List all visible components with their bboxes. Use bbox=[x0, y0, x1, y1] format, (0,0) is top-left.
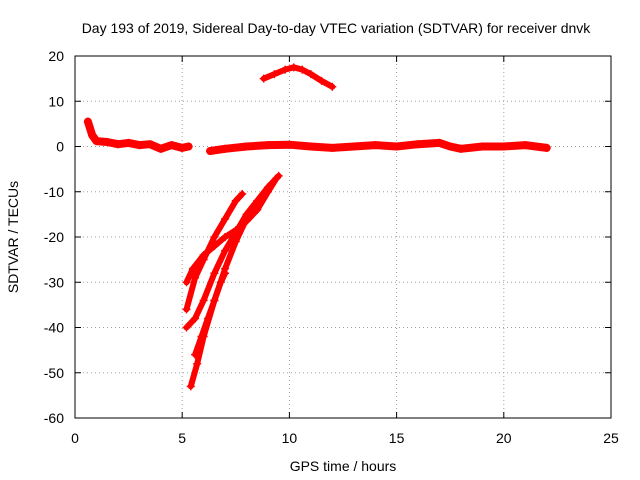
data-point bbox=[289, 63, 298, 72]
x-tick-labels: 0 5 10 15 20 25 bbox=[71, 430, 619, 446]
data-point bbox=[210, 296, 219, 305]
data-point bbox=[191, 273, 200, 282]
chart-title: Day 193 of 2019, Sidereal Day-to-day VTE… bbox=[82, 20, 592, 36]
data-point bbox=[270, 70, 279, 79]
data-point bbox=[499, 142, 508, 151]
data-point bbox=[182, 323, 191, 332]
data-point bbox=[317, 76, 326, 85]
data-point bbox=[199, 251, 208, 260]
data-point bbox=[371, 141, 380, 150]
data-point bbox=[231, 196, 240, 205]
data-point bbox=[542, 143, 551, 152]
data-point bbox=[167, 141, 176, 150]
data-point bbox=[124, 138, 133, 147]
y-tick-label: 20 bbox=[48, 48, 64, 64]
data-point bbox=[191, 350, 200, 359]
data-point bbox=[285, 140, 294, 149]
y-tick-label: -30 bbox=[44, 274, 64, 290]
data-point bbox=[263, 141, 272, 150]
x-tick-label: 10 bbox=[282, 430, 298, 446]
data-point bbox=[210, 242, 219, 251]
data-point bbox=[197, 332, 206, 341]
data-point bbox=[349, 142, 358, 151]
data-point bbox=[221, 246, 230, 255]
data-point bbox=[182, 305, 191, 314]
series-descending-track-1 bbox=[182, 190, 247, 314]
data-point bbox=[414, 140, 423, 149]
data-point bbox=[188, 264, 197, 273]
data-point bbox=[92, 137, 101, 146]
series-trace bbox=[206, 138, 551, 155]
series-trace bbox=[183, 175, 280, 286]
data-point bbox=[88, 131, 97, 140]
data-point bbox=[272, 174, 281, 183]
data-series-group bbox=[83, 63, 551, 391]
data-point bbox=[435, 138, 444, 147]
data-point bbox=[231, 237, 240, 246]
y-tick-labels: 20 10 0 -10 -20 -30 -40 -50 -60 bbox=[44, 48, 64, 426]
data-point bbox=[306, 142, 315, 151]
data-point bbox=[263, 187, 272, 196]
data-point bbox=[206, 147, 215, 156]
grid bbox=[75, 56, 611, 418]
series-near-zero-trace-main bbox=[206, 138, 551, 156]
data-point bbox=[328, 143, 337, 152]
data-point bbox=[178, 143, 187, 152]
data-point bbox=[242, 142, 251, 151]
data-point bbox=[306, 70, 315, 79]
y-tick-label: 10 bbox=[48, 93, 64, 109]
x-tick-label: 0 bbox=[71, 430, 79, 446]
x-tick-label: 25 bbox=[603, 430, 619, 446]
x-tick-label: 20 bbox=[496, 430, 512, 446]
data-point bbox=[446, 142, 455, 151]
data-point bbox=[210, 233, 219, 241]
data-point bbox=[242, 214, 251, 223]
axis-ticks bbox=[74, 55, 612, 419]
y-axis-label: SDTVAR / TECUs bbox=[5, 181, 21, 293]
data-point bbox=[392, 142, 401, 151]
y-tick-label: -50 bbox=[44, 365, 64, 381]
data-point bbox=[281, 65, 290, 74]
x-axis-label: GPS time / hours bbox=[290, 458, 397, 474]
y-tick-label: -10 bbox=[44, 184, 64, 200]
y-tick-label: -40 bbox=[44, 320, 64, 336]
data-point bbox=[221, 144, 230, 153]
series-near-zero-trace-early bbox=[83, 117, 193, 153]
data-point bbox=[186, 382, 195, 391]
data-point bbox=[184, 142, 193, 151]
data-point bbox=[113, 140, 122, 149]
data-point bbox=[259, 74, 268, 83]
x-tick-label: 15 bbox=[389, 430, 405, 446]
data-point bbox=[238, 190, 247, 199]
data-point bbox=[199, 296, 208, 305]
data-point bbox=[221, 269, 230, 278]
data-point bbox=[193, 359, 202, 368]
y-tick-label: -20 bbox=[44, 229, 64, 245]
data-point bbox=[103, 137, 112, 146]
data-point bbox=[135, 141, 144, 150]
y-tick-label: -60 bbox=[44, 410, 64, 426]
data-point bbox=[83, 117, 92, 126]
data-point bbox=[221, 233, 230, 241]
data-point bbox=[478, 142, 487, 151]
data-point bbox=[203, 314, 212, 323]
data-point bbox=[210, 269, 219, 278]
data-point bbox=[298, 65, 307, 74]
data-point bbox=[182, 278, 191, 287]
data-point bbox=[216, 278, 225, 287]
data-point bbox=[221, 214, 230, 223]
data-point bbox=[253, 205, 262, 214]
data-point bbox=[521, 141, 530, 150]
data-point bbox=[191, 314, 200, 323]
data-point bbox=[456, 144, 465, 153]
series-descending-track-5 bbox=[191, 269, 230, 359]
data-point bbox=[146, 140, 155, 149]
series-arc-high bbox=[259, 63, 337, 91]
x-tick-label: 5 bbox=[178, 430, 186, 446]
series-trace bbox=[183, 172, 282, 331]
data-point bbox=[156, 144, 165, 153]
y-tick-label: 0 bbox=[56, 139, 64, 155]
data-point bbox=[328, 82, 337, 91]
